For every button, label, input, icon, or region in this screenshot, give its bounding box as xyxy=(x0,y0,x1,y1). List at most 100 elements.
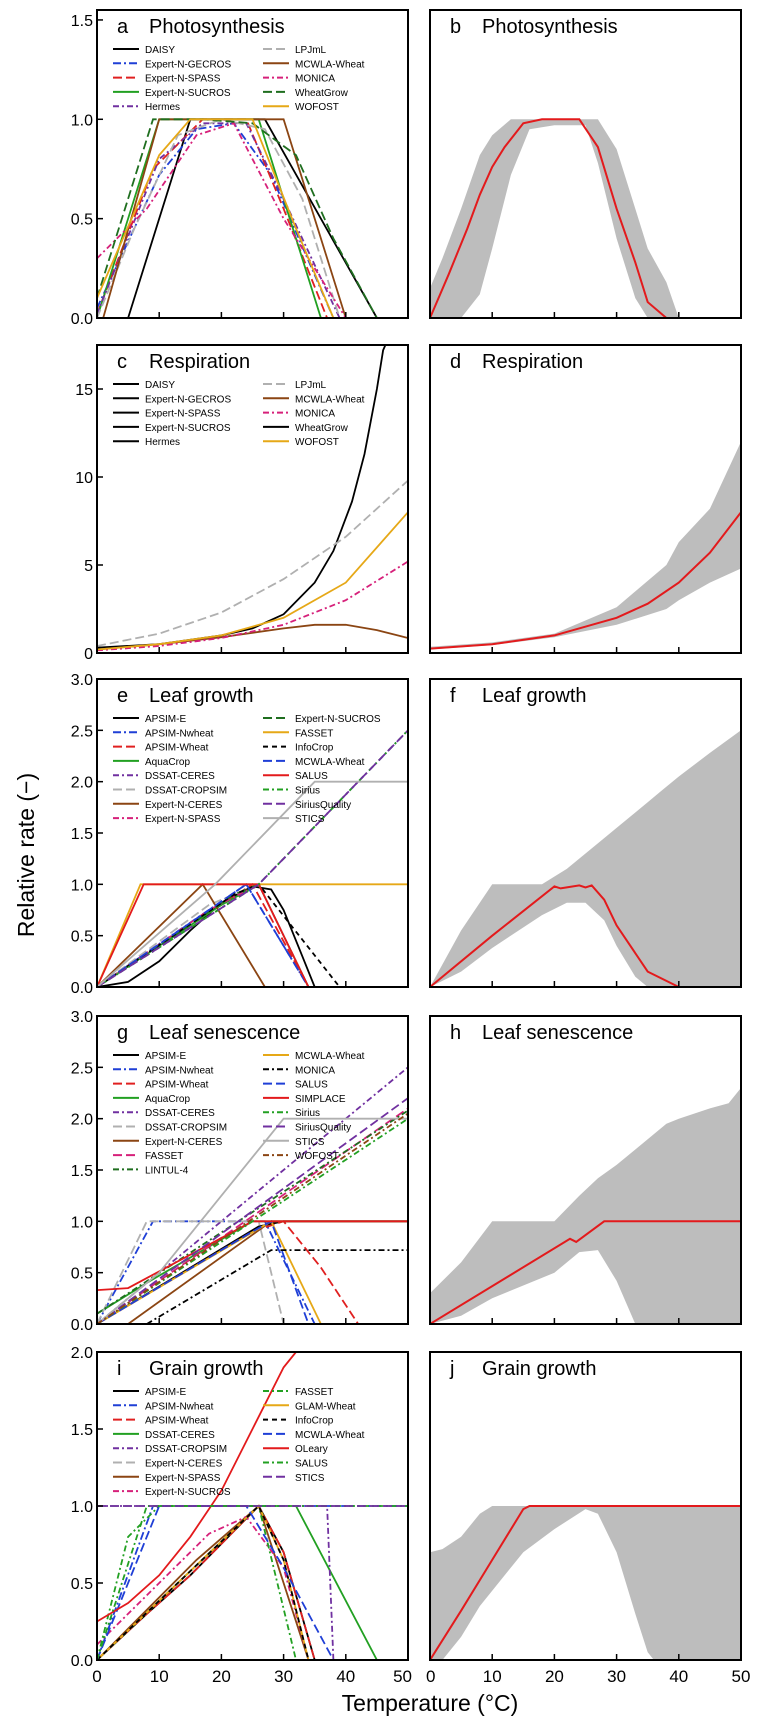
legend-item: LINTUL-4 xyxy=(113,1165,189,1176)
panel-e: e Leaf growth 0.0 0.5 1.0 1.5 2.0 2.5 3.0 APSIM-E… xyxy=(71,672,409,997)
legend-item: Expert-N-SUCROS xyxy=(113,1487,231,1498)
legend-label: SALUS xyxy=(295,1459,328,1470)
legend-item: WheatGrow xyxy=(263,423,349,434)
legend-label: Expert-N-SPASS xyxy=(145,409,221,420)
legend-label: STICS xyxy=(295,1137,325,1148)
range-band xyxy=(430,1506,741,1660)
legend-label: SALUS xyxy=(295,771,328,782)
plot-area xyxy=(97,729,408,987)
panel-letter: e xyxy=(117,685,128,707)
series-wheatgrow xyxy=(97,118,378,318)
legend-item: APSIM-E xyxy=(113,714,186,725)
y-tick-label: 0.5 xyxy=(71,1266,93,1283)
legend-label: MCWLA-Wheat xyxy=(295,394,365,405)
y-tick-label: 0.5 xyxy=(71,1576,93,1593)
legend-item: SALUS xyxy=(263,1080,328,1091)
series-sirius xyxy=(97,1117,408,1324)
panel-j: j Grain growth 0 10 20 30 40 50 xyxy=(426,1351,750,1686)
legend-label: DSSAT-CROPSIM xyxy=(145,1444,227,1455)
legend-item: InfoCrop xyxy=(263,1416,334,1427)
series-lpjml xyxy=(97,479,408,647)
y-tick-label: 3.0 xyxy=(71,672,93,689)
legend-label: APSIM-E xyxy=(145,1051,186,1062)
legend-label: FASSET xyxy=(295,1387,333,1398)
y-tick-label: 1.0 xyxy=(71,877,93,894)
series-stics xyxy=(97,1117,408,1324)
y-tick-label: 1.5 xyxy=(71,826,93,843)
series-median xyxy=(430,1505,741,1660)
legend-item: Expert-N-SPASS xyxy=(113,74,221,85)
legend-label: MONICA xyxy=(295,74,335,85)
legend-label: APSIM-Wheat xyxy=(145,743,209,754)
series-monica xyxy=(146,1249,408,1324)
panel-frame xyxy=(429,1351,742,1661)
legend-label: APSIM-Nwheat xyxy=(145,1065,214,1076)
y-tick-label: 2.5 xyxy=(71,1060,93,1077)
legend-item: APSIM-Nwheat xyxy=(113,1401,214,1412)
legend-label: Expert-N-SPASS xyxy=(145,1473,221,1484)
panel-frame xyxy=(429,678,742,988)
series-median xyxy=(430,884,741,987)
legend-item: WheatGrow xyxy=(263,88,349,99)
legend-label: WOFOST xyxy=(295,1151,339,1162)
x-tick-label: 20 xyxy=(212,1667,231,1686)
series-expert-n-spass xyxy=(97,1504,310,1660)
panel-letter: d xyxy=(450,351,461,373)
legend-item: STICS xyxy=(263,814,325,825)
legend-item: Expert-N-CERES xyxy=(113,800,223,811)
y-tick-label: 0.0 xyxy=(71,1653,93,1670)
series-mcwla-wheat xyxy=(97,1505,335,1660)
series-median xyxy=(430,511,741,650)
legend-label: Expert-N-CERES xyxy=(145,800,223,811)
legend-item: Expert-N-GECROS xyxy=(113,394,231,405)
legend-item: DSSAT-CERES xyxy=(113,1430,215,1441)
legend-item: DSSAT-CROPSIM xyxy=(113,1123,227,1134)
legend-label: MCWLA-Wheat xyxy=(295,757,365,768)
panel-d: d Respiration xyxy=(429,344,742,654)
legend: APSIM-E APSIM-Nwheat APSIM-Wheat DSSAT-CERE… xyxy=(113,1387,365,1498)
panel-title: Photosynthesis xyxy=(482,16,618,38)
legend: APSIM-E APSIM-Nwheat APSIM-Wheat AquaCrop DS… xyxy=(113,714,381,825)
legend-label: DAISY xyxy=(145,45,175,56)
legend-item: Expert-N-CERES xyxy=(113,1137,223,1148)
series-monica xyxy=(97,560,408,652)
x-tick-label: 0 xyxy=(92,1667,101,1686)
plot-area xyxy=(430,1087,741,1324)
series-apsim-nwheat xyxy=(97,1220,316,1324)
legend-item: DSSAT-CERES xyxy=(113,1108,215,1119)
legend-item: DSSAT-CROPSIM xyxy=(113,786,227,797)
series-dssat-cropsim xyxy=(97,1505,408,1660)
series-oleary xyxy=(97,1352,297,1623)
legend-item: SIMPLACE xyxy=(263,1094,346,1105)
legend-item: Expert-N-SUCROS xyxy=(113,423,231,434)
series-simplace xyxy=(97,1220,408,1291)
legend-label: FASSET xyxy=(295,728,333,739)
legend-label: APSIM-Nwheat xyxy=(145,728,214,739)
legend-item: Expert-N-GECROS xyxy=(113,59,231,70)
legend-item: MCWLA-Wheat xyxy=(263,1051,365,1062)
legend-item: SALUS xyxy=(263,771,328,782)
legend-label: MONICA xyxy=(295,1065,335,1076)
panel-f: f Leaf growth xyxy=(429,678,742,988)
legend-item: SiriusQuality xyxy=(263,800,351,811)
legend-label: Expert-N-SUCROS xyxy=(145,1487,231,1498)
panel-i: i Grain growth 0.0 0.5 1.0 1.5 2.0 0 10 20 30 40 50 A… xyxy=(71,1345,412,1686)
legend-item: MONICA xyxy=(263,409,335,420)
legend-label: AquaCrop xyxy=(145,1094,190,1105)
panel-title: Leaf growth xyxy=(482,685,587,707)
series-expert-n-gecros xyxy=(97,122,335,318)
legend-label: WOFOST xyxy=(295,437,339,448)
panel-frame xyxy=(429,344,742,654)
legend-item: Expert-N-SPASS xyxy=(113,814,221,825)
y-tick-label: 0.0 xyxy=(71,980,93,997)
legend-label: Expert-N-CERES xyxy=(145,1459,223,1470)
legend-label: SALUS xyxy=(295,1080,328,1091)
legend-label: WOFOST xyxy=(295,102,339,113)
panel-letter: h xyxy=(450,1022,461,1044)
legend: DAISY Expert-N-GECROS Expert-N-SPASS Expert… xyxy=(113,45,365,113)
y-tick-label: 1.0 xyxy=(71,112,93,129)
x-axis-label: Temperature (°C) xyxy=(342,1690,519,1716)
legend-item: Expert-N-SPASS xyxy=(113,1473,221,1484)
legend-item: WOFOST xyxy=(263,437,339,448)
y-tick-label: 0.5 xyxy=(71,212,93,229)
